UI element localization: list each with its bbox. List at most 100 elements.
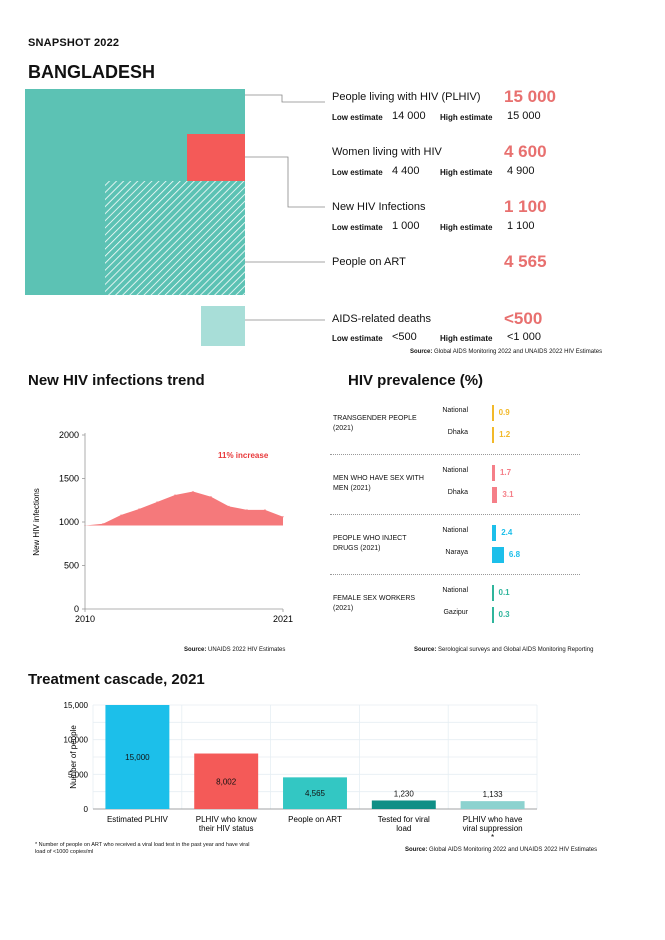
- prevalence-value: 0.3: [498, 610, 510, 619]
- stat-plhiv-label: People living with HIV (PLHIV): [332, 91, 481, 103]
- prevalence-separator: [330, 574, 580, 575]
- trend-y-tick-label: 500: [64, 561, 79, 571]
- stat-new-infections-high: 1 100: [507, 220, 535, 232]
- trend-point: [192, 490, 194, 493]
- prevalence-separator: [330, 454, 580, 455]
- stats-source-text: Global AIDS Monitoring 2022 and UNAIDS 2…: [434, 349, 603, 355]
- cascade-y-tick-label: 10,000: [64, 736, 89, 745]
- cascade-source-prefix: Source:: [405, 847, 428, 853]
- prevalence-bar: [492, 487, 498, 503]
- cascade-bar: [105, 705, 170, 809]
- cascade-y-tick-label: 15,000: [64, 701, 89, 710]
- prevalence-value: 6.8: [508, 550, 521, 559]
- prevalence-location: Gazipur: [443, 609, 468, 616]
- stat-women-low-label: Low estimate: [332, 168, 383, 177]
- prevalence-bar: [492, 405, 494, 421]
- prevalence-title: HIV prevalence (%): [348, 372, 484, 389]
- prevalence-category: TRANSGENDER PEOPLE (2021): [333, 415, 417, 432]
- stat-women-high: 4 900: [507, 165, 535, 177]
- cascade-bar: [460, 801, 525, 809]
- country-title: BANGLADESH: [28, 62, 156, 82]
- trend-area: [85, 491, 283, 526]
- cascade-y-tick-label: 0: [84, 805, 89, 814]
- prevalence-value: 1.2: [499, 430, 511, 439]
- stat-plhiv-value: 15 000: [504, 87, 556, 106]
- art-square: [105, 181, 245, 295]
- trend-y-tick-label: 2000: [59, 430, 79, 440]
- trend-point: [282, 516, 284, 518]
- stat-deaths-label: AIDS-related deaths: [332, 313, 432, 325]
- prevalence-category: FEMALE SEX WORKERS (2021): [333, 595, 416, 612]
- stat-new-infections-label: New HIV Infections: [332, 201, 426, 213]
- prevalence-source: Source: Serological surveys and Global A…: [414, 647, 593, 653]
- stat-deaths-low-label: Low estimate: [332, 334, 383, 343]
- prevalence-location: National: [442, 587, 468, 594]
- prevalence-separator: [330, 514, 580, 515]
- cascade-title: Treatment cascade, 2021: [28, 671, 205, 688]
- trend-source-prefix: Source:: [184, 647, 207, 653]
- cascade-footnote: * Number of people on ART who received a…: [35, 842, 250, 855]
- stat-deaths-value: <500: [504, 309, 543, 328]
- trend-point: [102, 523, 104, 525]
- stat-women-low: 4 400: [392, 165, 420, 177]
- trend-y-tick-label: 1000: [59, 517, 79, 527]
- stat-plhiv-low: 14 000: [392, 110, 426, 122]
- trend-point: [120, 514, 122, 516]
- cascade-chart: Number of people 0 5,000 10,000 15,000 15,00…: [64, 701, 538, 842]
- prevalence-location: National: [442, 407, 468, 414]
- prevalence-value: 0.9: [498, 408, 510, 417]
- trend-point: [246, 509, 248, 511]
- stat-new-infections-low-label: Low estimate: [332, 223, 383, 232]
- cascade-y-tick-label: 5,000: [68, 770, 89, 779]
- cascade-value-label: 1,133: [483, 790, 504, 799]
- prevalence-value: 0.1: [498, 588, 510, 597]
- trend-source: Source: UNAIDS 2022 HIV Estimates: [184, 647, 285, 653]
- stat-women-value: 4 600: [504, 142, 547, 161]
- stat-deaths-high-label: High estimate: [440, 334, 493, 343]
- prevalence-bar: [492, 465, 495, 481]
- trend-title: New HIV infections trend: [28, 372, 205, 389]
- prevalence-location: National: [442, 527, 468, 534]
- cascade-bar: [371, 800, 436, 809]
- trend-ylabel: New HIV infections: [32, 488, 41, 556]
- prevalence-value: 3.1: [502, 490, 514, 499]
- prevalence-bar: [492, 427, 495, 443]
- stats-graphic: [25, 89, 325, 346]
- cascade-category-label: PLHIV who know their HIV status: [196, 815, 257, 833]
- prevalence-location: Dhaka: [447, 489, 468, 496]
- cascade-category-label: People on ART: [288, 815, 342, 824]
- prevalence-location: National: [442, 467, 468, 474]
- deaths-square: [201, 306, 245, 346]
- trend-point: [210, 496, 212, 498]
- stat-plhiv-low-label: Low estimate: [332, 113, 383, 122]
- prevalence-source-prefix: Source:: [414, 647, 437, 653]
- trend-x-tick-label: 2010: [75, 614, 95, 624]
- prevalence-value: 2.4: [501, 528, 513, 537]
- prevalence-value: 1.7: [499, 468, 512, 477]
- prevalence-category: PEOPLE WHO INJECT DRUGS (2021): [333, 535, 407, 552]
- stat-art-label: People on ART: [332, 256, 406, 268]
- cascade-category-label: PLHIV who have viral suppression *: [463, 815, 523, 842]
- trend-point: [174, 494, 176, 496]
- trend-y-tick-label: 1500: [59, 474, 79, 484]
- prevalence-chart: TRANSGENDER PEOPLE (2021) National 0.9 Dhak…: [330, 398, 615, 638]
- stat-new-infections-high-label: High estimate: [440, 223, 493, 232]
- trend-point: [138, 508, 140, 510]
- trend-chart: New HIV infections 11% increase 0 500 1000…: [32, 430, 293, 624]
- women-square: [187, 134, 245, 181]
- stats-source-prefix: Source:: [410, 349, 433, 355]
- cascade-value-label: 15,000: [125, 753, 150, 762]
- prevalence-location: Dhaka: [447, 429, 468, 436]
- trend-source-text: UNAIDS 2022 HIV Estimates: [208, 647, 286, 653]
- cascade-bar: [283, 777, 347, 809]
- trend-annotation: 11% increase: [218, 451, 269, 460]
- connector-lines: [245, 94, 325, 321]
- stat-plhiv-high-label: High estimate: [440, 113, 493, 122]
- stat-art-value: 4 565: [504, 252, 547, 271]
- prevalence-location: Naraya: [445, 549, 468, 556]
- stat-new-infections-low: 1 000: [392, 220, 420, 232]
- trend-point: [156, 501, 158, 503]
- prevalence-bar: [492, 547, 504, 563]
- prevalence-source-text: Serological surveys and Global AIDS Moni…: [438, 647, 594, 653]
- cascade-source: Source: Global AIDS Monitoring 2022 and …: [405, 847, 597, 853]
